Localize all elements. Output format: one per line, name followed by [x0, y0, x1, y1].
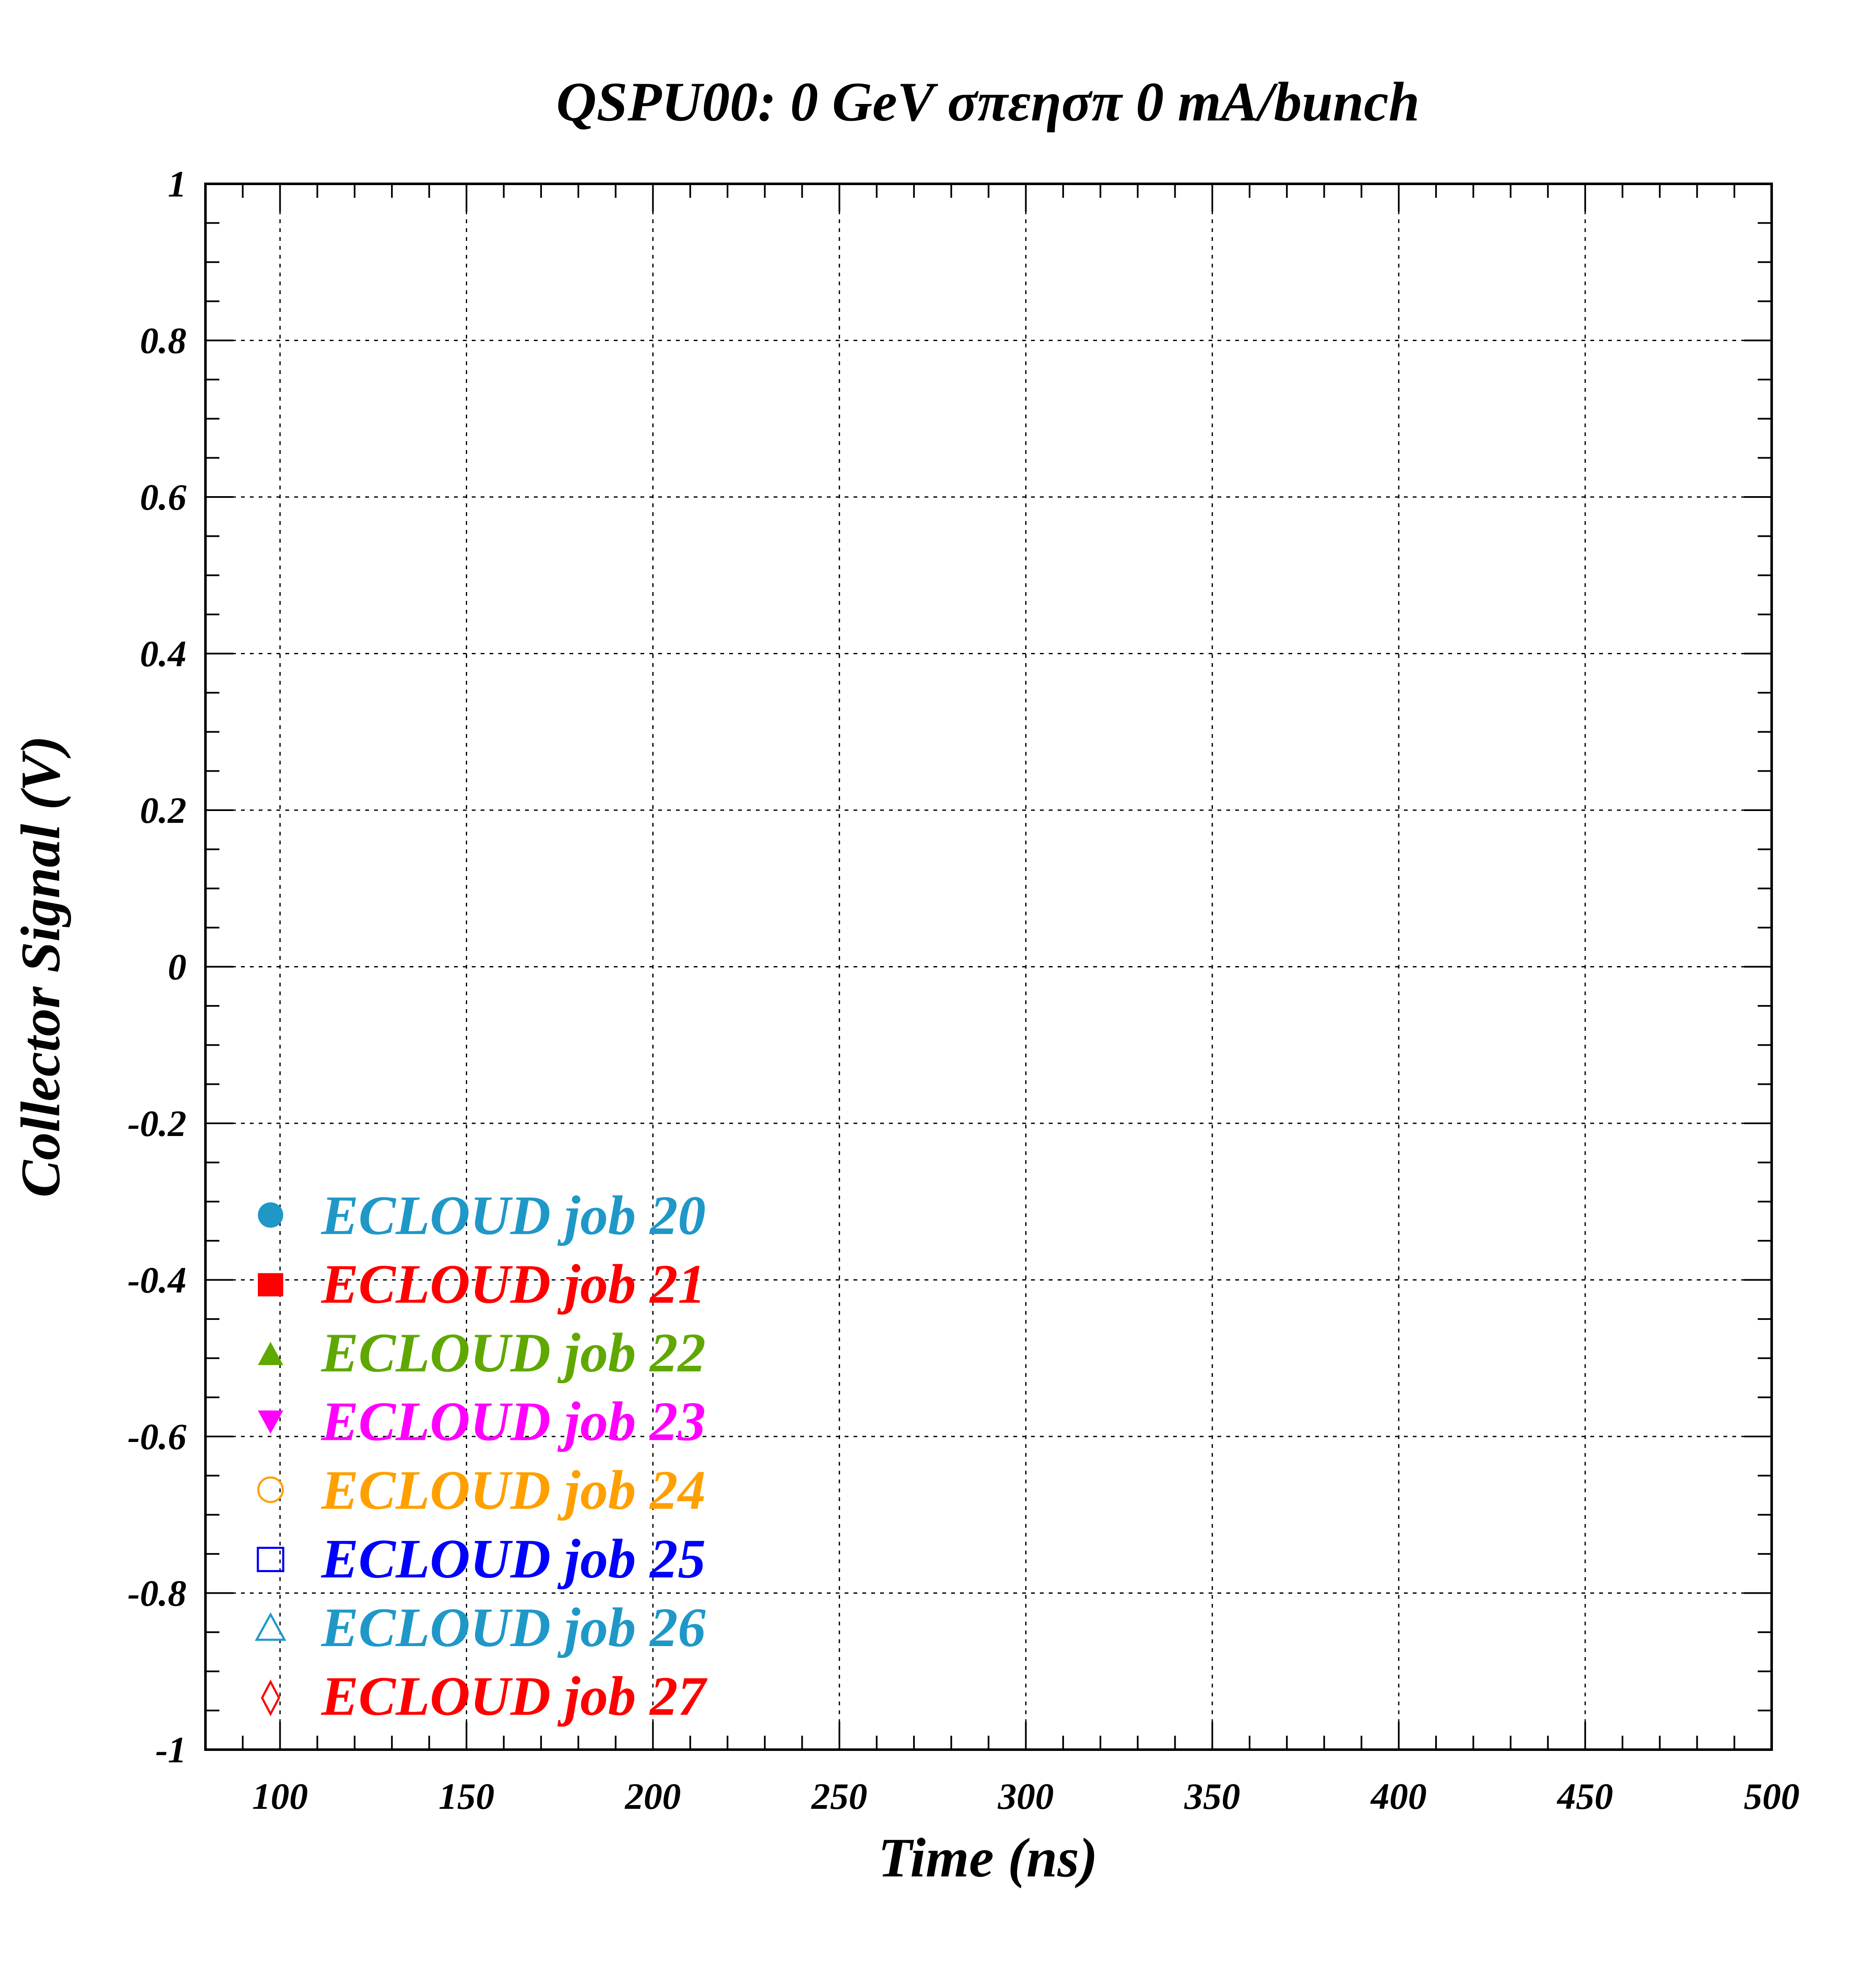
open-triangle-marker-icon: [254, 1612, 287, 1641]
legend-item: ECLOUD job 23: [258, 1390, 706, 1453]
legend-label: ECLOUD job 20: [321, 1184, 706, 1246]
x-tick-label: 400: [1370, 1776, 1427, 1817]
grid: [205, 184, 1772, 1750]
x-tick-label: 450: [1556, 1776, 1613, 1817]
legend-item: ECLOUD job 22: [258, 1322, 706, 1384]
y-tick-label: -0.8: [128, 1573, 186, 1614]
legend-item: ECLOUD job 21: [258, 1253, 706, 1315]
y-tick-labels: -1 -0.8 -0.6 -0.4 -0.2 0 0.2 0.4 0.6 0.8 1: [128, 164, 186, 1771]
y-tick-label: -0.2: [128, 1103, 186, 1144]
x-tick-label: 100: [252, 1776, 308, 1817]
legend-label: ECLOUD job 23: [321, 1390, 706, 1453]
legend-item: ECLOUD job 20: [258, 1184, 706, 1246]
triangle-up-marker-icon: [258, 1342, 283, 1365]
y-tick-label: -0.4: [128, 1260, 186, 1301]
x-tick-label: 300: [998, 1776, 1054, 1817]
legend-label: ECLOUD job 21: [321, 1253, 706, 1315]
plot-frame: [204, 183, 1773, 1751]
x-tick-label: 500: [1744, 1776, 1800, 1817]
legend-label: ECLOUD job 27: [321, 1665, 708, 1727]
legend-label: ECLOUD job 24: [321, 1459, 706, 1521]
open-circle-marker-icon: [257, 1476, 284, 1503]
open-diamond-marker-icon: [261, 1679, 280, 1716]
circle-marker-icon: [258, 1202, 283, 1228]
legend-item: ECLOUD job 24: [257, 1459, 706, 1521]
y-tick-label: 1: [168, 164, 186, 205]
y-tick-label: 0.6: [140, 477, 186, 518]
y-tick-label: 0.8: [140, 321, 186, 362]
legend-label: ECLOUD job 22: [321, 1322, 706, 1384]
square-marker-icon: [258, 1273, 283, 1297]
y-tick-label: -1: [156, 1730, 186, 1771]
y-tick-label: 0.4: [140, 634, 186, 675]
x-tick-labels: 100 150 200 250 300 350 400 450 500: [252, 1776, 1800, 1817]
legend-item: ECLOUD job 26: [254, 1596, 706, 1658]
y-tick-label: 0: [168, 947, 186, 988]
legend-item: ECLOUD job 25: [257, 1528, 706, 1590]
x-tick-label: 150: [439, 1776, 495, 1817]
y-tick-label: -0.6: [128, 1417, 186, 1458]
triangle-down-marker-icon: [258, 1410, 283, 1434]
legend-label: ECLOUD job 26: [321, 1596, 706, 1658]
y-axis-label: Collector Signal (V): [9, 736, 71, 1198]
x-tick-label: 350: [1184, 1776, 1240, 1817]
legend-label: ECLOUD job 25: [321, 1528, 706, 1590]
x-axis-label: Time (ns): [878, 1827, 1097, 1889]
x-tick-label: 250: [811, 1776, 867, 1817]
open-square-marker-icon: [257, 1547, 284, 1572]
legend-item: ECLOUD job 27: [261, 1665, 708, 1727]
chart-title: QSPU00: 0 GeV σπεησπ 0 mA/bunch: [556, 71, 1420, 133]
y-tick-label: 0.2: [140, 790, 186, 831]
x-tick-label: 200: [624, 1776, 681, 1817]
